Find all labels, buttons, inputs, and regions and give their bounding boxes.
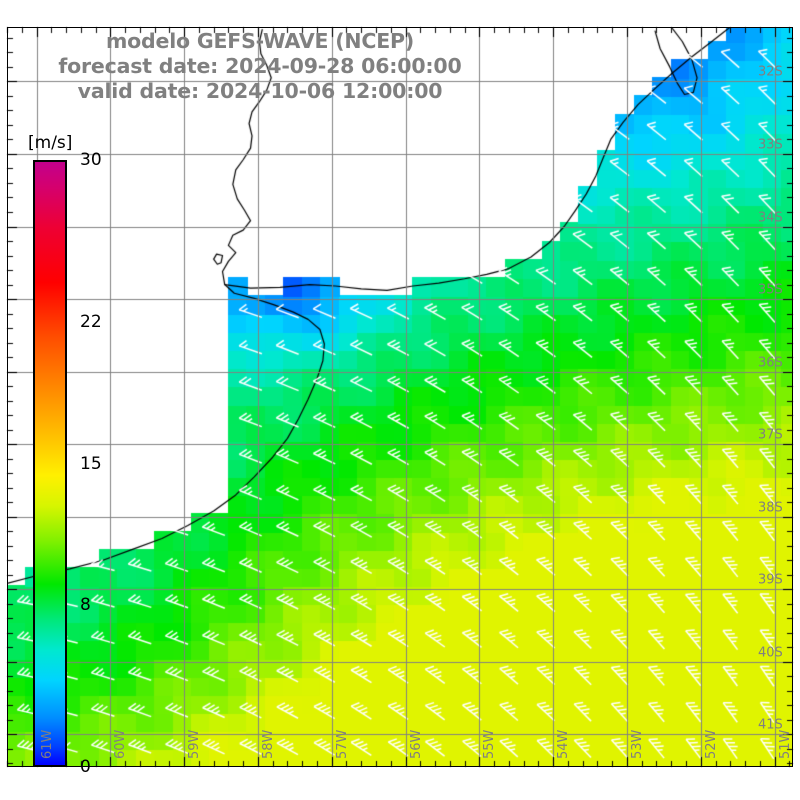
- colorbar-tick-22: 22: [80, 311, 102, 332]
- colorbar-gradient: [33, 160, 67, 767]
- colorbar-tick-30: 30: [80, 150, 102, 170]
- map-title-block: modelo GEFS-WAVE (NCEP) forecast date: 2…: [0, 29, 520, 104]
- colorbar-units-label: [m/s]: [28, 133, 73, 153]
- colorbar-tick-15: 15: [80, 453, 102, 474]
- longitude-label-56W: 56W: [408, 729, 424, 759]
- longitude-label-54W: 54W: [556, 729, 572, 759]
- longitude-label-58W: 58W: [260, 729, 276, 759]
- model-title: modelo GEFS-WAVE (NCEP): [106, 29, 414, 53]
- graticule-grid: [7, 27, 793, 767]
- latitude-label-38S: 38S: [758, 500, 783, 516]
- longitude-label-55W: 55W: [482, 729, 498, 759]
- latitude-label-41S: 41S: [758, 717, 783, 733]
- latitude-label-32S: 32S: [758, 64, 783, 80]
- colorbar-tick-0: 0: [80, 757, 91, 777]
- latitude-label-39S: 39S: [758, 572, 783, 588]
- colorbar: [33, 160, 67, 767]
- longitude-label-51W: 51W: [777, 729, 793, 759]
- colorbar-tick-8: 8: [80, 595, 91, 616]
- latitude-label-34S: 34S: [758, 210, 783, 225]
- longitude-label-59W: 59W: [187, 729, 203, 759]
- latitude-label-35S: 35S: [758, 282, 783, 298]
- latitude-label-40S: 40S: [758, 645, 783, 661]
- longitude-label-61W: 61W: [39, 729, 55, 759]
- latitude-label-33S: 33S: [758, 137, 783, 153]
- valid-date-title: valid date: 2024-10-06 12:00:00: [77, 79, 443, 103]
- latitude-label-37S: 37S: [758, 427, 783, 443]
- longitude-label-53W: 53W: [629, 729, 645, 759]
- longitude-label-57W: 57W: [334, 729, 350, 759]
- longitude-label-52W: 52W: [703, 729, 719, 759]
- latitude-label-36S: 36S: [758, 355, 783, 371]
- forecast-date-title: forecast date: 2024-09-28 06:00:00: [58, 54, 462, 78]
- map-plot-area[interactable]: [7, 27, 793, 767]
- longitude-label-60W: 60W: [113, 729, 129, 759]
